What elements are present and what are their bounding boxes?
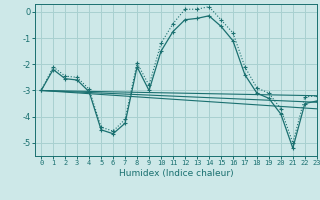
X-axis label: Humidex (Indice chaleur): Humidex (Indice chaleur) — [119, 169, 233, 178]
